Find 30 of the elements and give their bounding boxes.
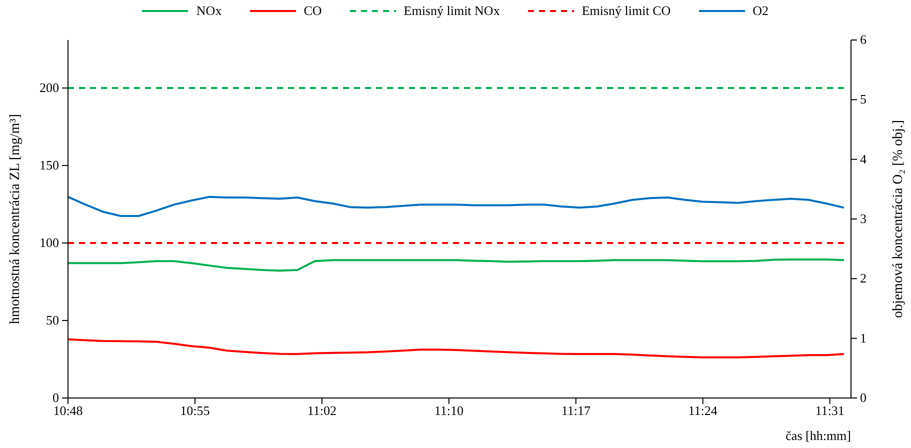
line-series	[68, 338, 845, 358]
y-tick-label: 100	[40, 235, 59, 250]
x-tick-label: 10:48	[53, 403, 83, 418]
y2-tick-label: 0	[860, 390, 866, 405]
y-tick-label: 200	[40, 80, 59, 96]
x-tick-label: 11:24	[688, 403, 718, 418]
x-tick-label: 11:02	[307, 403, 337, 418]
y-axis-title: hmotnostná koncentrácia ZL [mg/m³]	[8, 114, 23, 324]
y-tick-label: 50	[46, 312, 59, 328]
legend-label: NOx	[196, 3, 222, 19]
y-tick-label: 0	[52, 390, 59, 405]
legend-label: Emisný limit CO	[582, 3, 671, 19]
y2-tick-label: 6	[860, 32, 867, 47]
line-series	[68, 258, 845, 272]
line-series	[68, 196, 845, 218]
y2-axis-title: objemová koncentrácia O₂ [% obj.]	[890, 120, 906, 318]
y2-tick-label: 5	[860, 92, 866, 107]
y2-tick-label: 4	[860, 151, 867, 166]
x-tick-label: 11:17	[561, 403, 591, 418]
y2-tick-label: 2	[860, 270, 866, 286]
legend-label: Emisný limit NOx	[404, 3, 500, 19]
x-tick-label: 10:55	[180, 403, 210, 418]
y2-tick-label: 3	[860, 211, 866, 226]
x-tick-label: 11:31	[815, 403, 844, 418]
y-tick-label: 150	[40, 158, 59, 173]
x-tick-label: 11:10	[434, 403, 464, 418]
legend-label: O2	[752, 3, 769, 19]
legend-label: CO	[304, 3, 322, 19]
y2-tick-label: 1	[860, 330, 866, 346]
x-axis-title: čas [hh:mm]	[786, 428, 851, 443]
